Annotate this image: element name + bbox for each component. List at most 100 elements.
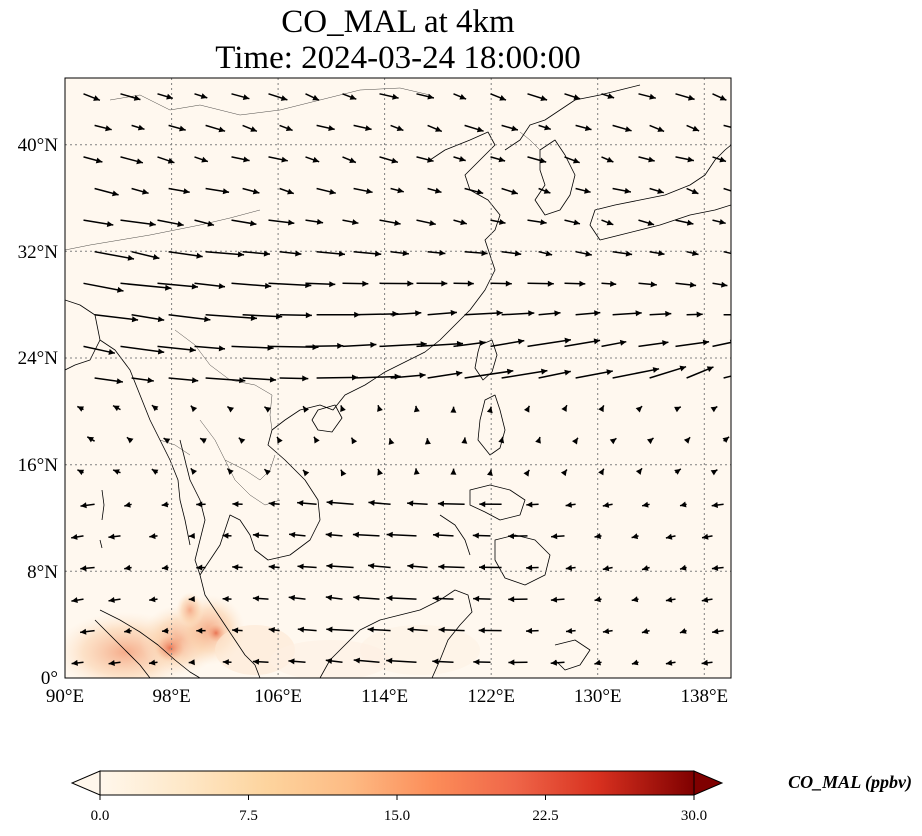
wind-vector-head bbox=[662, 340, 669, 346]
wind-vector-head bbox=[374, 250, 382, 257]
wind-vector-head bbox=[362, 280, 369, 287]
wind-vector-head bbox=[352, 531, 359, 538]
wind-vector-head bbox=[573, 94, 581, 100]
wind-vector-head bbox=[550, 659, 557, 666]
wind-vector-head bbox=[721, 281, 728, 288]
wind-vector-shaft bbox=[157, 282, 199, 288]
wind-vector-head bbox=[340, 405, 346, 412]
wind-vector-shaft bbox=[205, 377, 246, 382]
wind-vector-head bbox=[377, 405, 383, 412]
wind-vector-head bbox=[593, 338, 601, 345]
wind-vector-head bbox=[402, 250, 409, 257]
wind-vector-head bbox=[476, 188, 484, 195]
wind-vectors bbox=[71, 93, 758, 666]
colorbar-tick-label: 0.0 bbox=[91, 808, 110, 824]
wind-vector-head bbox=[200, 93, 208, 99]
wind-vector-head bbox=[751, 368, 758, 374]
wind-vector-head bbox=[366, 188, 373, 194]
wind-vector-head bbox=[93, 95, 100, 101]
china-coastline bbox=[271, 131, 501, 431]
wind-vector-shaft bbox=[649, 365, 687, 379]
wind-vector-shaft bbox=[157, 345, 196, 352]
lon-tick-label: 90°E bbox=[46, 686, 84, 707]
wind-vector-head bbox=[87, 436, 94, 443]
wind-vector-head bbox=[719, 156, 726, 163]
visayas-coastline bbox=[469, 484, 526, 521]
wind-vector-head bbox=[735, 125, 742, 131]
wind-vector-shaft bbox=[564, 339, 601, 348]
wind-vector-head bbox=[526, 627, 533, 634]
wind-vector-shaft bbox=[379, 343, 427, 348]
wind-vector-head bbox=[508, 596, 515, 603]
wind-vector-head bbox=[473, 659, 480, 665]
colorbar-ticks bbox=[99, 795, 695, 800]
wind-vector-head bbox=[665, 310, 672, 317]
wind-vector-head bbox=[338, 250, 345, 257]
wind-vector-head bbox=[326, 626, 333, 633]
wind-vector-head bbox=[388, 438, 395, 445]
wind-vector-shaft bbox=[353, 313, 399, 316]
wind-vector-head bbox=[314, 436, 320, 444]
wind-vector-head bbox=[328, 125, 335, 131]
andaman-islands bbox=[99, 489, 105, 549]
wind-vector-shaft bbox=[168, 314, 211, 321]
wind-vector-head bbox=[151, 469, 159, 475]
wind-vector-head bbox=[506, 368, 514, 375]
colorbar-gradient bbox=[99, 770, 695, 796]
wind-vector-head bbox=[635, 310, 642, 317]
wind-vector-head bbox=[665, 533, 673, 540]
wind-vector-head bbox=[200, 438, 207, 444]
lon-tick-label: 122°E bbox=[467, 686, 515, 707]
wind-vector-head bbox=[218, 283, 225, 290]
wind-vector-shaft bbox=[723, 250, 731, 255]
colorbar-title: CO_MAL (ppbv) bbox=[788, 772, 912, 793]
wind-vector-head bbox=[647, 438, 654, 445]
title-line-variable: CO_MAL at 4km bbox=[281, 4, 515, 40]
lat-tick-label: 8°N bbox=[27, 562, 58, 583]
wind-vector-head bbox=[511, 189, 518, 195]
wind-vector-head bbox=[288, 219, 295, 226]
wind-vector-head bbox=[438, 563, 445, 570]
wind-vector-shaft bbox=[316, 376, 359, 379]
wind-vector-head bbox=[606, 156, 614, 163]
wind-vector-head bbox=[126, 437, 134, 444]
wind-vector-head bbox=[547, 280, 554, 287]
wind-vector-head bbox=[136, 158, 143, 165]
wind-vector-head bbox=[584, 125, 592, 131]
wind-vector-head bbox=[711, 565, 719, 571]
wind-vector-head bbox=[594, 533, 601, 539]
wind-vector-head bbox=[232, 627, 239, 634]
wind-vector-head bbox=[573, 219, 580, 226]
wind-vector-head bbox=[105, 125, 112, 132]
wind-vector-head bbox=[710, 469, 718, 476]
wind-vector-head bbox=[177, 221, 184, 227]
wind-vector-shaft bbox=[268, 282, 312, 287]
lon-tick-label: 130°E bbox=[574, 686, 622, 707]
wind-vector-head bbox=[277, 436, 283, 444]
wind-vector-head bbox=[602, 565, 610, 572]
wind-vector-head bbox=[508, 659, 515, 666]
wind-vector-head bbox=[487, 469, 493, 476]
colorbar-tick-label: 15.0 bbox=[384, 808, 410, 824]
wind-vector-head bbox=[368, 499, 375, 506]
wind-vector-head bbox=[712, 628, 719, 635]
wind-vector-head bbox=[540, 219, 547, 226]
wind-vector-shaft bbox=[712, 341, 731, 348]
longitude-axis: 90°E 98°E 106°E 114°E 122°E 130°E 138°E bbox=[46, 686, 728, 707]
wind-vector-head bbox=[598, 468, 604, 476]
lon-tick-label: 106°E bbox=[254, 686, 302, 707]
wind-vector-head bbox=[243, 156, 250, 163]
wind-vector-head bbox=[113, 469, 120, 475]
wind-vector-head bbox=[702, 533, 709, 540]
wind-vector-head bbox=[227, 406, 234, 413]
wind-vector-head bbox=[692, 250, 699, 256]
lon-tick-label: 138°E bbox=[680, 686, 728, 707]
wind-vector-head bbox=[625, 250, 633, 257]
wind-vector-head bbox=[584, 187, 591, 194]
wind-vector-head bbox=[77, 469, 85, 476]
wind-vector-shaft bbox=[723, 187, 731, 192]
wind-vector-head bbox=[413, 468, 420, 475]
wind-vector-head bbox=[526, 564, 533, 571]
wind-vector-head bbox=[438, 626, 445, 633]
wind-vector-head bbox=[459, 94, 467, 100]
